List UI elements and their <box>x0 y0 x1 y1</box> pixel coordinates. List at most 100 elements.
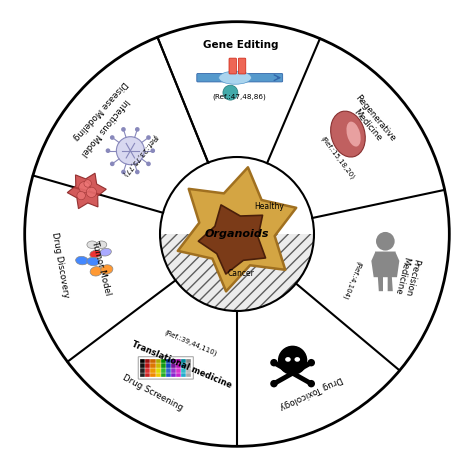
Ellipse shape <box>90 267 102 276</box>
Bar <box>150 358 155 363</box>
Bar <box>176 358 181 363</box>
Bar <box>166 358 171 363</box>
Text: (Ref.:39,44,110): (Ref.:39,44,110) <box>163 329 218 358</box>
Bar <box>171 368 176 373</box>
Bar <box>145 363 150 368</box>
Text: Infectious Model: Infectious Model <box>79 96 130 157</box>
Bar <box>186 373 191 377</box>
FancyBboxPatch shape <box>197 73 283 82</box>
Circle shape <box>77 191 85 200</box>
Circle shape <box>117 137 145 165</box>
Text: Drug Toxicology: Drug Toxicology <box>278 374 344 411</box>
Ellipse shape <box>346 122 361 146</box>
Bar <box>186 358 191 363</box>
Text: (Ref.:47,48,86): (Ref.:47,48,86) <box>212 93 266 100</box>
Circle shape <box>270 359 278 366</box>
Ellipse shape <box>96 241 107 249</box>
Bar <box>186 363 191 368</box>
FancyBboxPatch shape <box>229 58 237 74</box>
Bar <box>140 363 145 368</box>
Bar <box>176 363 181 368</box>
Circle shape <box>84 180 91 187</box>
Text: Gene Editing: Gene Editing <box>202 40 278 50</box>
Bar <box>150 368 155 373</box>
Bar <box>155 358 161 363</box>
Bar <box>181 358 186 363</box>
Bar <box>145 368 150 373</box>
Bar <box>155 373 161 377</box>
Text: Regenerative
Medicine: Regenerative Medicine <box>345 93 397 150</box>
Circle shape <box>308 380 315 388</box>
Bar <box>155 368 161 373</box>
Bar <box>145 373 150 377</box>
Circle shape <box>270 380 278 388</box>
Text: Cancer: Cancer <box>228 269 254 278</box>
Circle shape <box>79 182 90 193</box>
Bar <box>176 368 181 373</box>
Ellipse shape <box>87 241 98 249</box>
Polygon shape <box>178 167 296 292</box>
Bar <box>181 373 186 377</box>
Text: Organoids: Organoids <box>205 229 269 239</box>
Ellipse shape <box>100 249 111 256</box>
Ellipse shape <box>294 357 300 362</box>
Bar <box>150 373 155 377</box>
Polygon shape <box>198 205 265 274</box>
Bar <box>161 358 166 363</box>
Bar <box>161 368 166 373</box>
Ellipse shape <box>76 256 88 265</box>
Text: Drug Screening: Drug Screening <box>121 373 184 412</box>
Bar <box>140 358 145 363</box>
Bar <box>186 368 191 373</box>
Circle shape <box>135 127 140 132</box>
Circle shape <box>279 346 307 374</box>
Text: (Ref.:23,75,77): (Ref.:23,75,77) <box>121 133 159 177</box>
Circle shape <box>146 161 151 166</box>
Text: Disease Modeling: Disease Modeling <box>71 80 129 142</box>
Circle shape <box>150 148 155 153</box>
Text: Healthy: Healthy <box>255 202 284 211</box>
Bar <box>181 368 186 373</box>
Circle shape <box>146 135 151 140</box>
Bar <box>150 363 155 368</box>
Bar <box>171 363 176 368</box>
Ellipse shape <box>87 257 100 266</box>
Circle shape <box>86 187 97 197</box>
Polygon shape <box>371 251 399 291</box>
Bar <box>140 368 145 373</box>
Circle shape <box>121 127 126 132</box>
Bar <box>171 373 176 377</box>
Bar <box>140 373 145 377</box>
Bar <box>166 373 171 377</box>
Bar <box>166 368 171 373</box>
Circle shape <box>376 232 395 250</box>
FancyBboxPatch shape <box>283 362 303 371</box>
Circle shape <box>223 85 238 100</box>
FancyBboxPatch shape <box>238 58 246 74</box>
Circle shape <box>135 170 140 174</box>
Circle shape <box>106 148 110 153</box>
Bar <box>145 358 150 363</box>
Text: Tumor Model: Tumor Model <box>90 240 112 296</box>
Polygon shape <box>67 173 106 209</box>
Bar <box>181 363 186 368</box>
Text: Precision
Medicine: Precision Medicine <box>392 255 421 298</box>
Circle shape <box>308 359 315 366</box>
Circle shape <box>110 161 115 166</box>
Bar <box>161 373 166 377</box>
Ellipse shape <box>331 111 365 157</box>
Ellipse shape <box>90 250 101 258</box>
Circle shape <box>121 170 126 174</box>
Bar <box>166 363 171 368</box>
Ellipse shape <box>101 265 113 274</box>
Bar <box>161 363 166 368</box>
Bar <box>155 363 161 368</box>
Text: (Ref.:4,104): (Ref.:4,104) <box>341 260 362 300</box>
Text: (Ref.:15,18,20): (Ref.:15,18,20) <box>319 135 356 181</box>
Bar <box>171 358 176 363</box>
Polygon shape <box>160 234 314 311</box>
Bar <box>176 373 181 377</box>
Ellipse shape <box>285 357 291 362</box>
Text: Drug Discovery: Drug Discovery <box>50 232 70 299</box>
Text: Translational medicine: Translational medicine <box>130 340 233 390</box>
